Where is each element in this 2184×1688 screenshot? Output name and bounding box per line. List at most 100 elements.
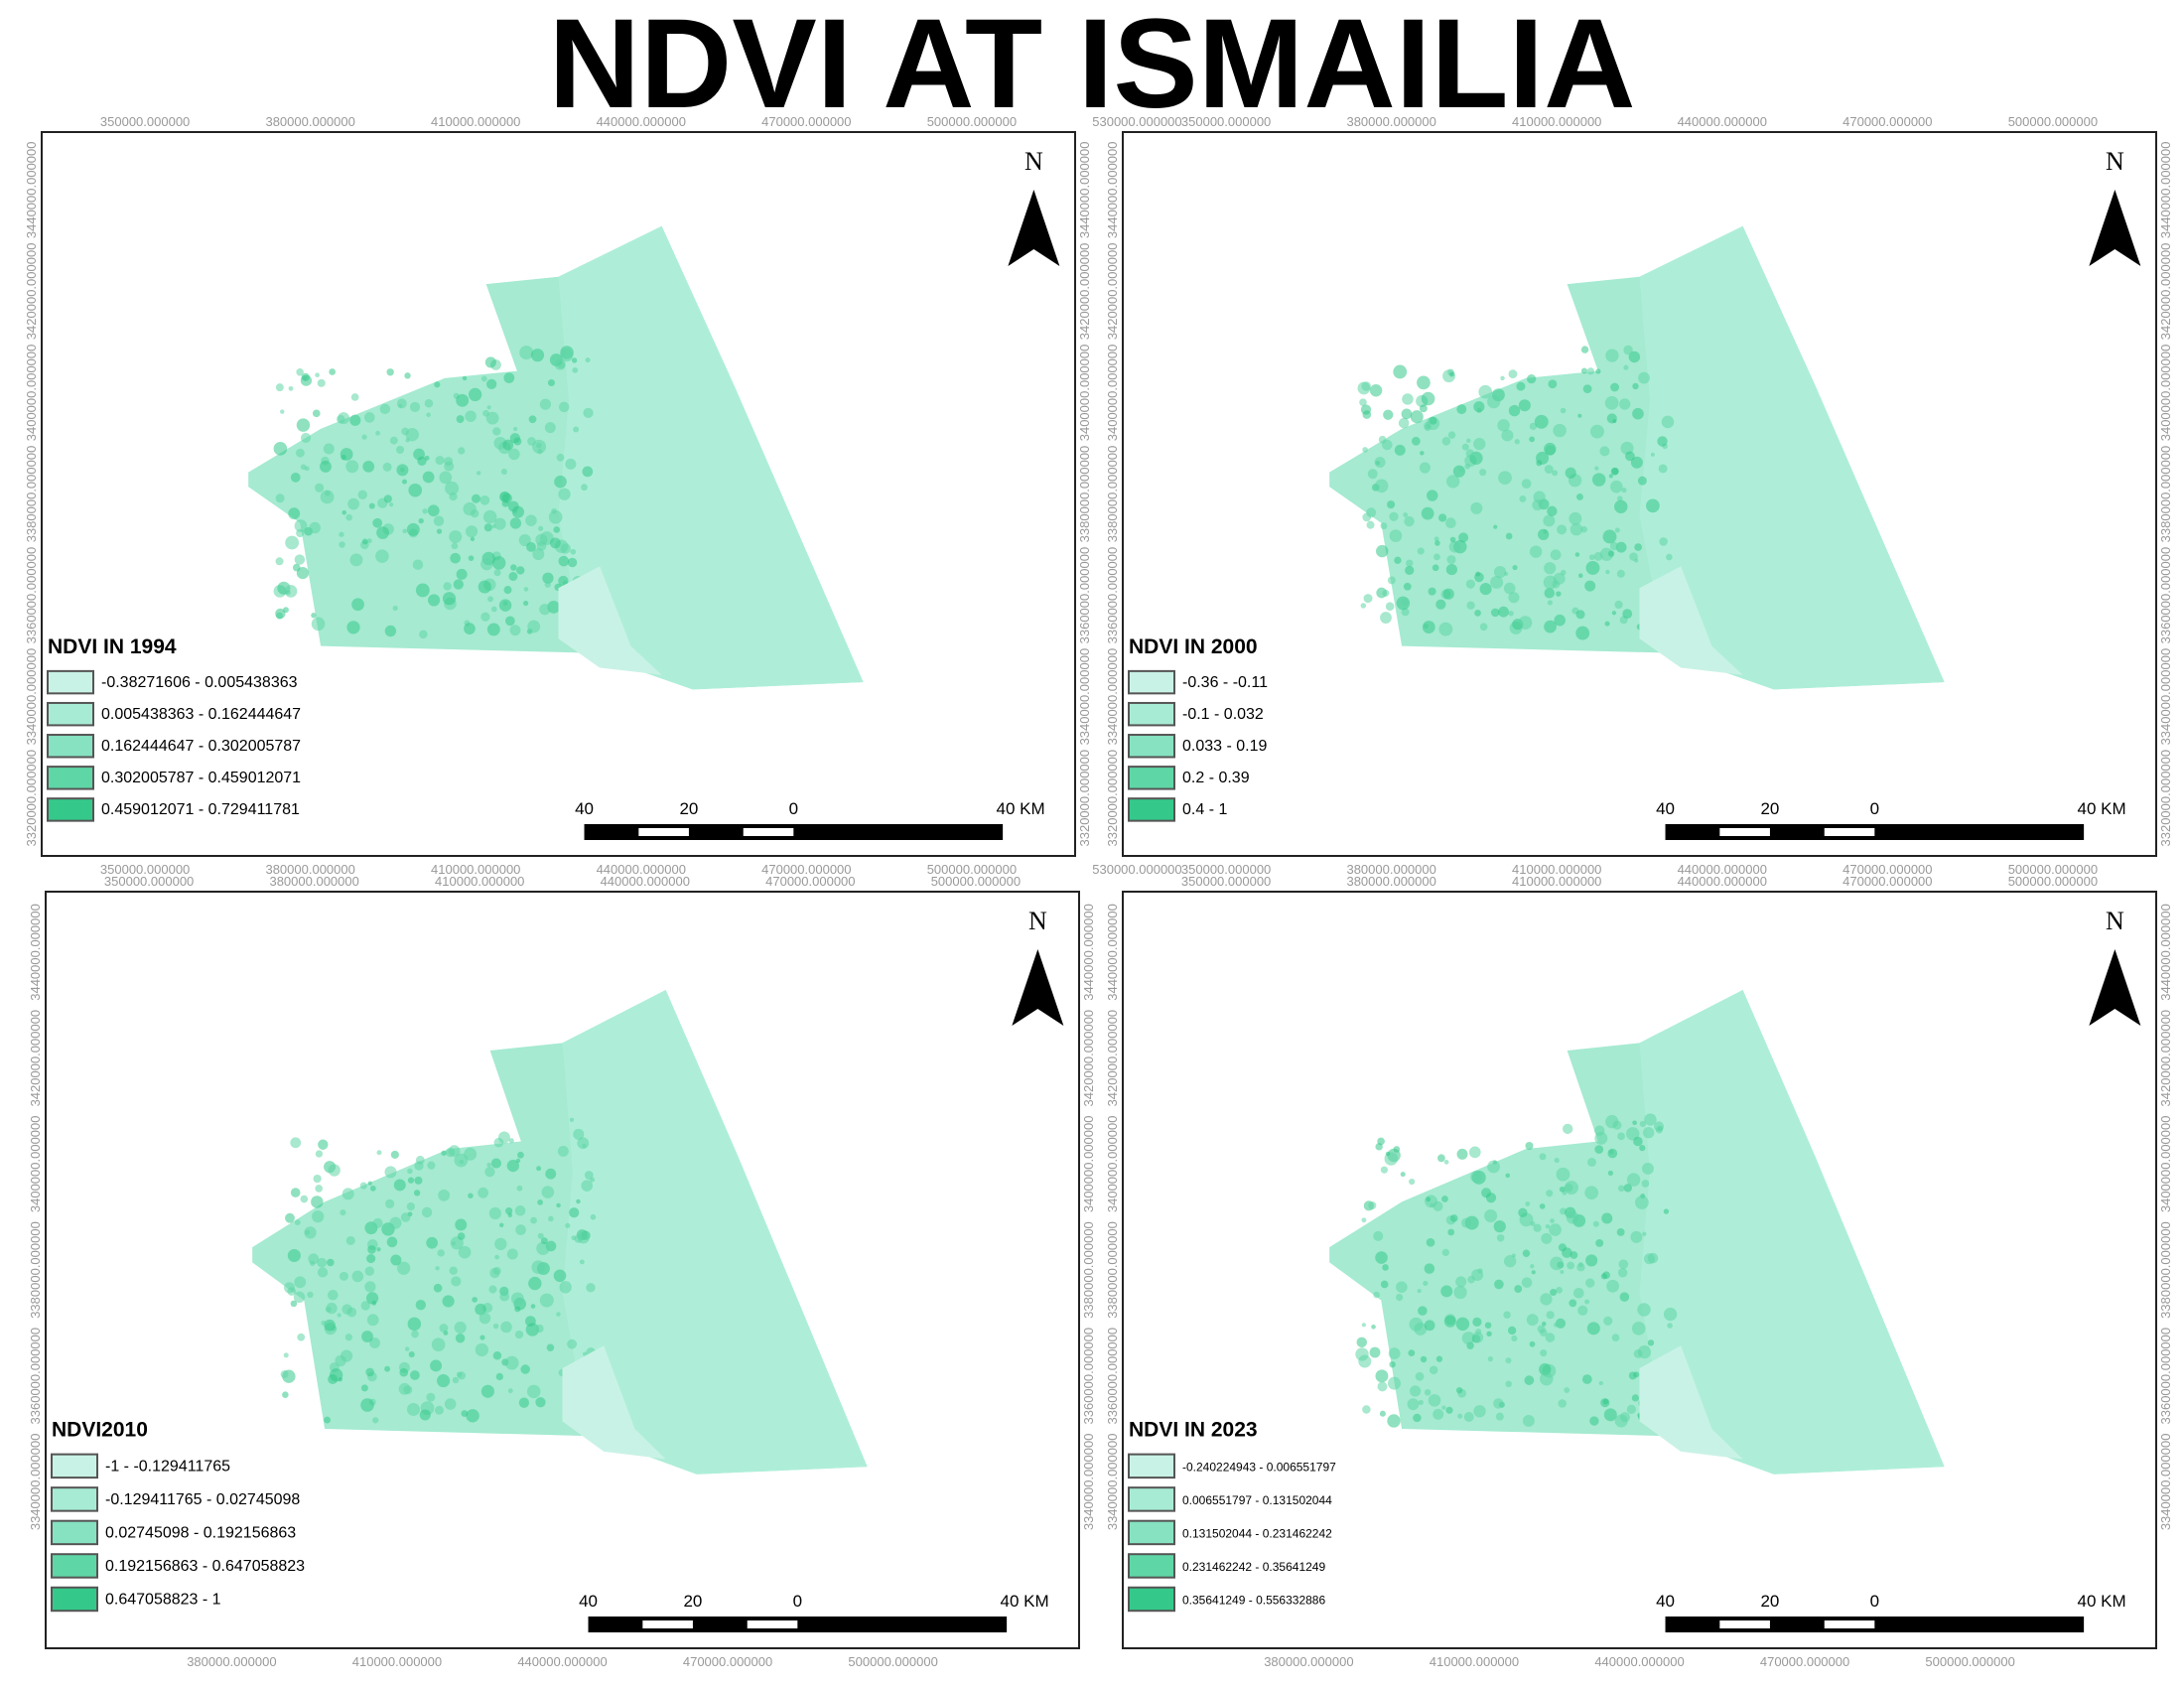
vegetation-patch [1584, 1186, 1599, 1200]
vegetation-patch [445, 1147, 456, 1158]
y-coord-label: 3320000.000000 [24, 750, 39, 847]
vegetation-patch [1426, 1196, 1432, 1202]
vegetation-patch [1634, 543, 1642, 551]
vegetation-patch [1622, 609, 1633, 620]
vegetation-patch [1607, 550, 1615, 557]
legend-label: 0.006551797 - 0.131502044 [1182, 1493, 1332, 1507]
vegetation-patch [539, 398, 552, 410]
vegetation-patch [520, 1364, 530, 1374]
vegetation-patch [427, 1161, 436, 1170]
vegetation-patch [1577, 573, 1583, 579]
legend-label: 0.005438363 - 0.162444647 [101, 706, 301, 723]
vegetation-patch [456, 393, 470, 407]
vegetation-patch [536, 1241, 550, 1255]
vegetation-patch [1487, 394, 1501, 409]
vegetation-patch [538, 525, 544, 531]
vegetation-patch [1547, 600, 1553, 606]
vegetation-patch [1373, 1230, 1384, 1241]
vegetation-patch [347, 497, 360, 510]
vegetation-patch [1421, 391, 1435, 406]
vegetation-patch [1562, 1123, 1573, 1135]
vegetation-patch [1456, 404, 1467, 415]
vegetation-patch [1541, 1232, 1553, 1244]
vegetation-patch [335, 1354, 346, 1367]
vegetation-patch [584, 1171, 594, 1180]
vegetation-patch [1461, 443, 1469, 451]
x-coord-label: 410000.000000 [352, 1654, 442, 1669]
vegetation-patch [1449, 1214, 1458, 1222]
vegetation-patch [1550, 549, 1562, 561]
vegetation-patch [1363, 594, 1373, 604]
x-coord-label: 380000.000000 [1346, 114, 1435, 129]
vegetation-patch [1594, 466, 1599, 471]
vegetation-patch [1533, 1223, 1542, 1232]
vegetation-patch [1382, 1264, 1389, 1271]
vegetation-patch [1582, 384, 1592, 394]
vegetation-patch [537, 449, 543, 455]
vegetation-patch [1394, 444, 1406, 456]
vegetation-patch [444, 1398, 457, 1410]
vegetation-patch [393, 1179, 406, 1192]
legend-label: 0.302005787 - 0.459012071 [101, 770, 301, 786]
y-coord-label: 3400000.000000 [28, 1116, 43, 1213]
vegetation-patch [573, 426, 580, 433]
vegetation-patch [397, 1261, 411, 1275]
vegetation-patch [1443, 1315, 1456, 1328]
vegetation-patch [1629, 552, 1638, 561]
vegetation-patch [1409, 1317, 1424, 1332]
vegetation-patch [1433, 536, 1439, 542]
vegetation-patch [344, 1334, 352, 1341]
vegetation-patch [338, 1377, 342, 1382]
x-coord-label: 440000.000000 [1678, 862, 1767, 877]
vegetation-patch [296, 566, 310, 580]
scale-bar-segment [1824, 828, 1875, 836]
scale-label: 20 [683, 1592, 702, 1611]
vegetation-patch [506, 1159, 519, 1173]
vegetation-patch [478, 1312, 491, 1325]
vegetation-patch [410, 1370, 420, 1380]
vegetation-patch [590, 1213, 597, 1220]
scale-label: 40 [1656, 1592, 1675, 1611]
vegetation-patch [411, 1330, 419, 1338]
vegetation-patch [457, 1371, 467, 1380]
vegetation-patch [1607, 1148, 1618, 1159]
vegetation-patch [1603, 1408, 1617, 1422]
vegetation-patch [1638, 371, 1650, 384]
y-coord-label: 3360000.000000 [1081, 1328, 1096, 1425]
x-coord-label: 380000.000000 [1346, 862, 1435, 877]
vegetation-patch [1426, 1237, 1435, 1247]
north-label: N [1024, 147, 1043, 176]
vegetation-patch [1526, 1314, 1539, 1327]
vegetation-patch [1468, 1146, 1481, 1159]
vegetation-patch [317, 378, 326, 387]
vegetation-patch [548, 509, 563, 524]
x-coord-label: 410000.000000 [1512, 862, 1601, 877]
vegetation-patch [508, 448, 520, 461]
vegetation-patch [480, 612, 490, 622]
vegetation-patch [349, 414, 361, 426]
vegetation-patch [427, 504, 440, 517]
x-coord-label: 380000.000000 [265, 114, 354, 129]
vegetation-patch [1617, 1268, 1628, 1278]
scale-bar-segment [642, 1620, 693, 1628]
vegetation-patch [1373, 1291, 1380, 1299]
y-coord-label: 3340000.000000 [2158, 1434, 2173, 1531]
vegetation-patch [1429, 416, 1437, 425]
vegetation-patch [539, 604, 551, 616]
north-label: N [1028, 907, 1047, 935]
vegetation-patch [408, 1351, 415, 1358]
vegetation-patch [384, 625, 397, 637]
y-coord-label: 3420000.000000 [2158, 1010, 2173, 1107]
vegetation-patch [1421, 506, 1434, 520]
vegetation-patch [1626, 1173, 1641, 1187]
vegetation-patch [1458, 532, 1469, 543]
vegetation-patch [309, 521, 321, 534]
vegetation-patch [1375, 1369, 1389, 1383]
vegetation-patch [1455, 1386, 1463, 1394]
vegetation-patch [1637, 1303, 1651, 1317]
vegetation-patch [1663, 1307, 1678, 1322]
vegetation-patch [1642, 1231, 1647, 1236]
vegetation-patch [570, 548, 577, 555]
vegetation-patch [1398, 417, 1410, 429]
vegetation-patch [405, 438, 410, 443]
